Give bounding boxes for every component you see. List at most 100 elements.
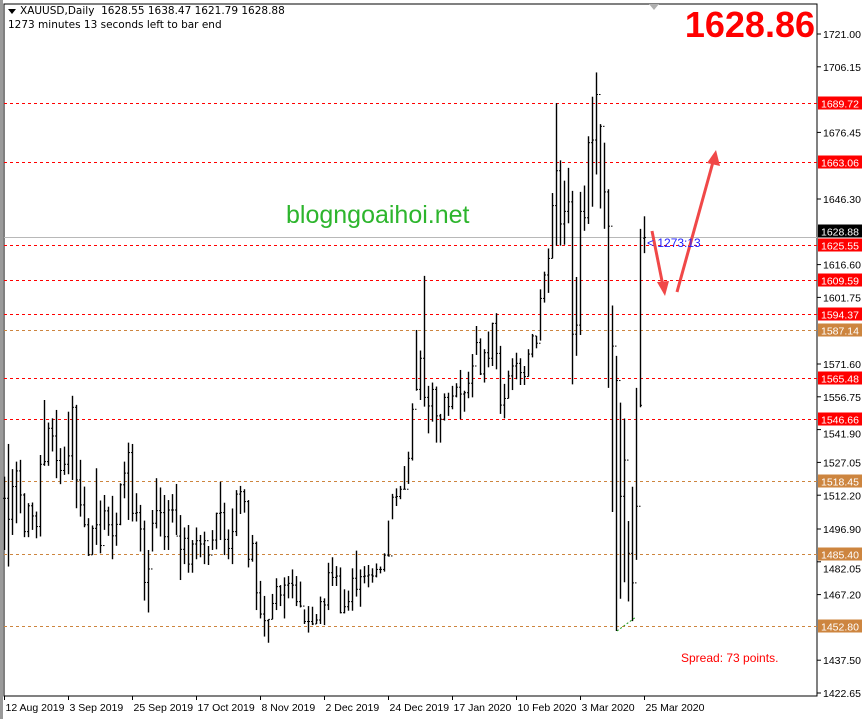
- ohlc-bar: [635, 387, 638, 584]
- y-tick-label: 1676.45: [823, 127, 861, 139]
- chart-shift-marker-icon[interactable]: [649, 4, 659, 10]
- ohlc-bar: [127, 442, 130, 520]
- current-price-label-group: 1628.88: [818, 224, 862, 239]
- ohlc-bar: [575, 276, 578, 356]
- level-label-bg: [818, 474, 862, 488]
- ohlc-bar: [107, 506, 110, 536]
- ohlc-bar: [131, 443, 134, 522]
- x-tick-label: 12 Aug 2019: [6, 702, 65, 714]
- ohlc-bar: [223, 502, 226, 556]
- bar-timer-text: 1273 minutes 13 seconds left to bar end: [8, 19, 222, 31]
- ohlc-bar: [231, 508, 234, 565]
- ohlc-bar: [319, 596, 322, 624]
- ohlc-bar: [639, 228, 642, 507]
- ohlc-bar: [35, 511, 38, 539]
- level-price-label: 1546.66: [821, 415, 859, 427]
- ohlc-bar: [355, 550, 358, 597]
- ohlc-bar: [443, 393, 446, 421]
- ohlc-bar: [47, 422, 50, 466]
- ohlc-bar: [475, 326, 478, 367]
- ohlc-bar: [579, 191, 582, 336]
- level-label-bg: [818, 412, 862, 426]
- ohlc-bar: [63, 446, 66, 475]
- ohlc-bar: [163, 494, 166, 550]
- ohlc-bar: [403, 466, 406, 490]
- ohlc-bar: [59, 448, 62, 485]
- ohlc-bar: [479, 338, 482, 376]
- ohlc-bar: [631, 486, 634, 622]
- symbol-label: XAUUSD,Daily: [20, 5, 95, 17]
- y-tick-label: 1706.15: [823, 62, 861, 74]
- ohlc-bar: [239, 485, 242, 514]
- ohlc-bar: [327, 562, 330, 611]
- ohlc-bar: [487, 331, 490, 368]
- y-tick-label: 1496.90: [823, 524, 861, 536]
- ohlc-bar: [343, 589, 346, 614]
- chart-header: XAUUSD,Daily 1628.55 1638.47 1621.79 162…: [8, 4, 285, 32]
- ohlc-bar: [339, 567, 342, 614]
- ohlc-bar: [583, 185, 586, 231]
- ohlc-bar: [291, 569, 294, 599]
- ohlc-bar: [271, 593, 274, 620]
- ohlc-bar: [563, 180, 566, 245]
- ohlc-bar: [99, 500, 102, 554]
- level-price-label: 1518.45: [821, 477, 859, 489]
- y-tick-label: 1422.65: [823, 688, 861, 700]
- up-arrow[interactable]: [675, 150, 720, 293]
- level-price-label: 1565.48: [821, 374, 859, 386]
- ohlc-bar: [111, 495, 114, 560]
- ohlc-bar: [555, 103, 558, 246]
- ohlc-bar: [439, 413, 442, 443]
- ohlc-bar: [247, 500, 250, 568]
- ohlc-bar: [367, 564, 370, 588]
- ohlc-bar: [211, 530, 214, 556]
- ohlc-bar: [399, 485, 402, 500]
- x-tick-label: 25 Mar 2020: [646, 702, 705, 714]
- ohlc-bar: [23, 493, 26, 538]
- ohlc-bar: [283, 577, 286, 619]
- down-arrow[interactable]: [650, 230, 669, 296]
- ohlc-bar: [195, 527, 198, 560]
- ohlc-bar: [311, 606, 314, 626]
- level-label-bg: [818, 547, 862, 561]
- ohlc-bar: [227, 529, 230, 560]
- ohlc-bar: [179, 515, 182, 581]
- level-label-bg: [818, 96, 862, 110]
- ohlc-bar: [55, 409, 58, 479]
- ohlc-bar: [95, 468, 98, 545]
- ohlc-bar: [627, 459, 630, 602]
- ohlc-bar: [43, 400, 46, 466]
- level-label-bg: [818, 323, 862, 337]
- ohlc-bar: [391, 493, 394, 557]
- level-label-bg: [818, 273, 862, 287]
- ohlc-bar: [15, 461, 18, 524]
- level-price-label: 1485.40: [821, 550, 859, 562]
- ohlc-bar: [51, 418, 54, 452]
- ohlc-bar: [143, 520, 146, 601]
- ohlc-bar: [83, 486, 86, 528]
- spread-info: Spread: 73 points.: [681, 651, 779, 665]
- y-tick-label: 1556.75: [823, 392, 861, 404]
- ohlc-bar: [267, 618, 270, 643]
- ohlc-bar: [171, 494, 174, 523]
- ohlc-bar: [11, 469, 14, 535]
- ohlc-bar: [643, 216, 646, 254]
- big-price-display: 1628.86: [684, 4, 815, 45]
- ohlc-bar: [235, 490, 238, 537]
- ohlc-bar: [535, 335, 538, 349]
- ohlc-bar: [279, 585, 282, 607]
- ohlc-bar: [7, 443, 10, 567]
- level-price-label: 1689.72: [821, 99, 859, 111]
- arrow-head-icon: [707, 150, 720, 166]
- ohlc-bar: [455, 383, 458, 398]
- ohlc-bar: [203, 531, 206, 565]
- x-tick-label: 8 Nov 2019: [262, 702, 316, 714]
- ohlc-bar: [159, 487, 162, 537]
- ohlc-bar: [215, 512, 218, 550]
- ohlc-bar: [115, 512, 118, 546]
- dropdown-triangle-icon[interactable]: [8, 8, 16, 14]
- ohlc-bars: [3, 72, 646, 643]
- ohlc-bar: [351, 568, 354, 611]
- ohlc-bar: [119, 483, 122, 526]
